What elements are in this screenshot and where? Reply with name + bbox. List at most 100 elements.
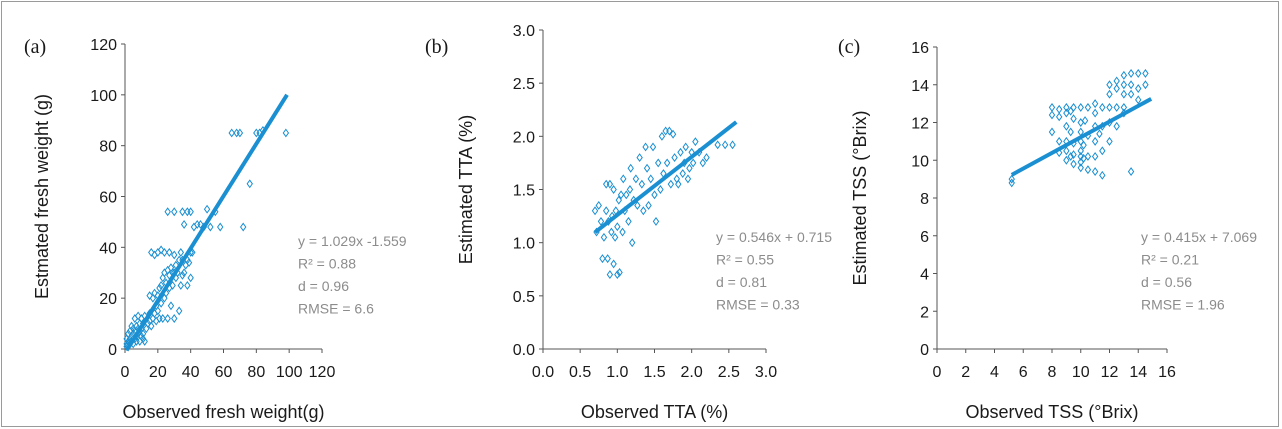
y-tick-label: 2.0 xyxy=(513,129,535,146)
data-point xyxy=(632,174,640,184)
x-tick-label: 20 xyxy=(149,364,167,381)
y-tick-label: 80 xyxy=(99,139,117,156)
data-point xyxy=(647,174,654,184)
trendline xyxy=(1010,97,1153,177)
y-tick-label: 0 xyxy=(920,342,929,359)
data-point xyxy=(642,142,649,152)
x-axis-title: Observed fresh weight(g) xyxy=(122,402,324,422)
data-point xyxy=(184,281,191,290)
data-point xyxy=(669,129,677,139)
data-point xyxy=(157,281,165,290)
data-point xyxy=(1091,108,1099,118)
data-point xyxy=(692,137,699,147)
data-point xyxy=(131,314,139,323)
data-point xyxy=(129,324,137,334)
data-point xyxy=(1142,68,1149,78)
data-point xyxy=(151,288,158,298)
data-point xyxy=(636,153,643,163)
stats-annotation: d = 0.96 xyxy=(298,278,349,294)
data-point xyxy=(662,126,669,136)
data-point xyxy=(159,314,166,323)
data-point xyxy=(1008,174,1015,184)
data-point xyxy=(180,220,188,229)
x-axis-title: Observed TTA (%) xyxy=(581,402,728,422)
data-point xyxy=(207,222,214,232)
data-point xyxy=(1120,70,1128,80)
y-tick-label: 8 xyxy=(920,191,929,208)
data-point xyxy=(1067,152,1074,161)
data-point xyxy=(1077,163,1084,173)
data-point xyxy=(1113,84,1120,93)
y-tick-label: 0.5 xyxy=(513,289,535,306)
y-tick-label: 3.0 xyxy=(513,23,535,40)
stats-annotation: R² = 0.55 xyxy=(716,252,774,268)
data-point xyxy=(620,174,627,184)
x-tick-label: 0.0 xyxy=(532,364,554,381)
y-tick-label: 100 xyxy=(90,88,117,105)
x-tick-label: 12 xyxy=(1101,364,1119,381)
data-point xyxy=(179,270,186,280)
y-tick-label: 14 xyxy=(911,78,929,95)
data-point xyxy=(1077,146,1084,156)
y-tick-label: 10 xyxy=(911,153,929,170)
data-point xyxy=(689,158,697,168)
y-axis-title: Estimated TTA (%) xyxy=(456,115,476,264)
data-point xyxy=(1113,121,1120,131)
data-point xyxy=(187,273,194,283)
data-point xyxy=(1091,167,1099,177)
data-point xyxy=(615,195,623,205)
y-tick-label: 1.0 xyxy=(513,236,535,253)
data-point xyxy=(1063,146,1070,156)
data-point xyxy=(1081,116,1089,126)
data-point xyxy=(190,222,198,232)
data-point xyxy=(1055,104,1063,114)
data-point xyxy=(599,254,606,264)
data-point xyxy=(1063,102,1070,112)
x-tick-label: 1.0 xyxy=(606,364,628,381)
data-point xyxy=(1067,127,1074,137)
x-tick-label: 2 xyxy=(961,364,970,381)
data-point xyxy=(1091,99,1099,109)
data-point xyxy=(1080,140,1087,150)
data-point xyxy=(197,220,204,229)
y-tick-label: 12 xyxy=(911,116,929,133)
data-point xyxy=(203,204,211,214)
data-point xyxy=(614,270,621,280)
data-point xyxy=(187,207,194,217)
data-point xyxy=(616,267,623,277)
x-tick-label: 14 xyxy=(1129,364,1147,381)
data-point xyxy=(1070,150,1077,160)
trendline xyxy=(593,120,738,234)
data-point xyxy=(675,179,682,189)
data-point xyxy=(1120,89,1128,99)
data-point xyxy=(1070,102,1077,112)
x-tick-label: 60 xyxy=(215,364,233,381)
panel-label: (a) xyxy=(24,36,46,58)
data-point xyxy=(604,254,611,264)
data-point xyxy=(177,281,185,290)
data-point xyxy=(1063,121,1070,131)
data-point xyxy=(177,247,185,257)
data-point xyxy=(610,185,617,194)
data-point xyxy=(1099,102,1106,112)
data-point xyxy=(714,140,721,150)
x-tick-label: 80 xyxy=(247,364,265,381)
data-point xyxy=(627,163,634,173)
data-point xyxy=(663,158,671,168)
data-point xyxy=(171,314,178,323)
data-point xyxy=(1077,102,1084,112)
x-tick-label: 4 xyxy=(990,364,999,381)
x-tick-label: 3.0 xyxy=(755,364,777,381)
data-point xyxy=(645,200,652,210)
data-point xyxy=(591,206,599,216)
stats-annotation: y = 1.029x -1.559 xyxy=(298,233,407,249)
stats-annotation: d = 0.81 xyxy=(716,274,767,290)
data-point xyxy=(161,247,168,257)
data-point xyxy=(138,314,145,323)
y-tick-label: 2.5 xyxy=(513,76,535,93)
data-point xyxy=(1127,80,1135,90)
data-point xyxy=(180,268,188,278)
data-point xyxy=(640,206,647,216)
data-point xyxy=(175,306,183,316)
data-point xyxy=(1055,136,1063,146)
